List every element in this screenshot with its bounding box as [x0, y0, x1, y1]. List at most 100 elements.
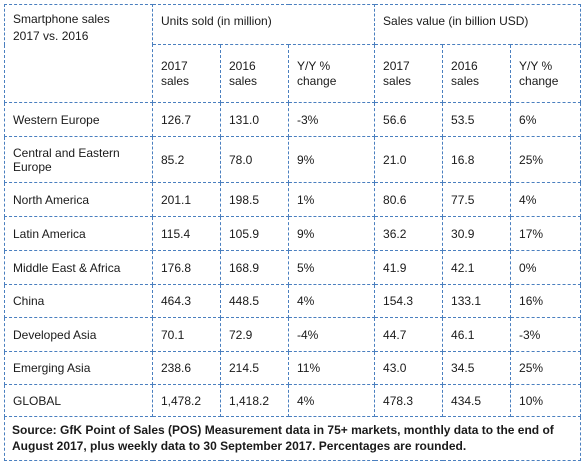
cell-value-yoy: 10% [510, 384, 582, 417]
subheader-line2: sales [383, 73, 412, 88]
cell-units-2016: 198.5 [220, 182, 289, 217]
cell-units-yoy: 9% [287, 136, 376, 183]
subheader-units-yoy: Y/Y % change [287, 44, 376, 103]
cell-units-yoy: 11% [287, 351, 376, 385]
cell-value-2016: 77.5 [442, 182, 512, 217]
cell-units-2016: 131.0 [220, 102, 289, 137]
region-label: North America [4, 182, 153, 217]
table-title: Smartphone sales 2017 vs. 2016 [4, 4, 153, 103]
subheader-line1: Y/Y % [519, 58, 553, 73]
cell-units-2017: 238.6 [152, 351, 221, 385]
cell-units-2017: 201.1 [152, 182, 221, 217]
table-row: North America 201.1 198.5 1% 80.6 77.5 4… [4, 182, 582, 217]
cell-value-2017: 56.6 [374, 102, 444, 137]
table-row: Emerging Asia 238.6 214.5 11% 43.0 34.5 … [4, 351, 582, 385]
cell-units-yoy: -4% [287, 317, 376, 352]
cell-units-yoy: 4% [287, 384, 376, 417]
subheader-line1: 2017 [161, 58, 188, 73]
subheader-line1: 2016 [229, 58, 256, 73]
subheader-line1: 2016 [451, 58, 478, 73]
region-label: Emerging Asia [4, 351, 153, 385]
source-row: Source: GfK Point of Sales (POS) Measure… [3, 416, 582, 461]
cell-value-2017: 154.3 [374, 284, 444, 318]
subheader-value-2017: 2017 sales [374, 44, 444, 103]
cell-units-yoy: 9% [287, 216, 376, 251]
cell-units-2017: 70.1 [152, 317, 221, 352]
cell-value-yoy: 0% [510, 250, 582, 285]
cell-value-2017: 478.3 [374, 384, 444, 417]
region-label: Western Europe [4, 102, 153, 137]
cell-units-2017: 115.4 [152, 216, 221, 251]
cell-value-2016: 42.1 [442, 250, 512, 285]
cell-value-2017: 41.9 [374, 250, 444, 285]
subheader-value-yoy: Y/Y % change [510, 44, 582, 103]
table-title-line1: Smartphone sales [13, 12, 110, 26]
cell-value-2017: 43.0 [374, 351, 444, 385]
cell-value-2017: 80.6 [374, 182, 444, 217]
table-row: Western Europe 126.7 131.0 -3% 56.6 53.5… [4, 102, 582, 137]
region-label: Developed Asia [4, 317, 153, 352]
cell-units-2017: 85.2 [152, 136, 221, 183]
subheader-line1: Y/Y % [297, 58, 331, 73]
subheader-units-2017: 2017 sales [152, 44, 221, 103]
region-label: Middle East & Africa [4, 250, 153, 285]
header-row-subheaders: 2017 sales 2016 sales Y/Y % change 2017 sale… [5, 44, 582, 103]
smartphone-sales-table: Smartphone sales 2017 vs. 2016 Units sol… [3, 4, 582, 461]
subheader-line2: sales [229, 73, 258, 88]
cell-units-2016: 214.5 [220, 351, 289, 385]
cell-value-2017: 21.0 [374, 136, 444, 183]
cell-value-yoy: 4% [510, 182, 582, 217]
table-title-line2: 2017 vs. 2016 [13, 29, 89, 43]
cell-units-2017: 176.8 [152, 250, 221, 285]
cell-value-2016: 16.8 [442, 136, 512, 183]
cell-value-2017: 44.7 [374, 317, 444, 352]
cell-units-yoy: -3% [287, 102, 376, 137]
source-note: Source: GfK Point of Sales (POS) Measure… [3, 416, 582, 461]
table-row: Central and Eastern Europe 85.2 78.0 9% … [4, 136, 582, 183]
cell-value-2016: 30.9 [442, 216, 512, 251]
table-row-global: GLOBAL 1,478.2 1,418.2 4% 478.3 434.5 10… [4, 384, 582, 417]
cell-value-2016: 434.5 [442, 384, 512, 417]
cell-units-2017: 126.7 [152, 102, 221, 137]
cell-value-yoy: 17% [510, 216, 582, 251]
cell-value-yoy: -3% [510, 317, 582, 352]
cell-value-yoy: 6% [510, 102, 582, 137]
cell-value-2016: 34.5 [442, 351, 512, 385]
table-row: Middle East & Africa 176.8 168.9 5% 41.9… [4, 250, 582, 285]
cell-value-2016: 53.5 [442, 102, 512, 137]
group-header-units: Units sold (in million) [151, 4, 376, 45]
cell-units-2017: 464.3 [152, 284, 221, 318]
cell-units-yoy: 4% [287, 284, 376, 318]
cell-value-yoy: 16% [510, 284, 582, 318]
cell-value-2017: 36.2 [374, 216, 444, 251]
cell-units-2016: 78.0 [220, 136, 289, 183]
subheader-line2: change [519, 73, 559, 88]
cell-value-yoy: 25% [510, 351, 582, 385]
subheader-value-2016: 2016 sales [442, 44, 512, 103]
cell-units-2016: 1,418.2 [220, 384, 289, 417]
region-label: Central and Eastern Europe [4, 136, 153, 183]
region-label: Latin America [4, 216, 153, 251]
cell-units-yoy: 5% [287, 250, 376, 285]
cell-units-2016: 168.9 [220, 250, 289, 285]
group-header-value: Sales value (in billion USD) [374, 4, 582, 45]
table-row: Developed Asia 70.1 72.9 -4% 44.7 46.1 -… [4, 317, 582, 352]
subheader-line2: sales [161, 73, 190, 88]
subheader-line2: sales [451, 73, 480, 88]
subheader-units-2016: 2016 sales [220, 44, 289, 103]
cell-units-2017: 1,478.2 [152, 384, 221, 417]
table-row: Latin America 115.4 105.9 9% 36.2 30.9 1… [4, 216, 582, 251]
region-label-global: GLOBAL [4, 384, 153, 417]
region-label: China [4, 284, 153, 318]
header-row-groups: Smartphone sales 2017 vs. 2016 Units sol… [4, 4, 582, 103]
cell-units-2016: 448.5 [220, 284, 289, 318]
cell-units-2016: 72.9 [220, 317, 289, 352]
cell-units-yoy: 1% [287, 182, 376, 217]
subheader-line1: 2017 [383, 58, 410, 73]
table-row: China 464.3 448.5 4% 154.3 133.1 16% [4, 284, 582, 318]
cell-value-yoy: 25% [510, 136, 582, 183]
subheader-line2: change [297, 73, 337, 88]
cell-units-2016: 105.9 [220, 216, 289, 251]
cell-value-2016: 46.1 [442, 317, 512, 352]
